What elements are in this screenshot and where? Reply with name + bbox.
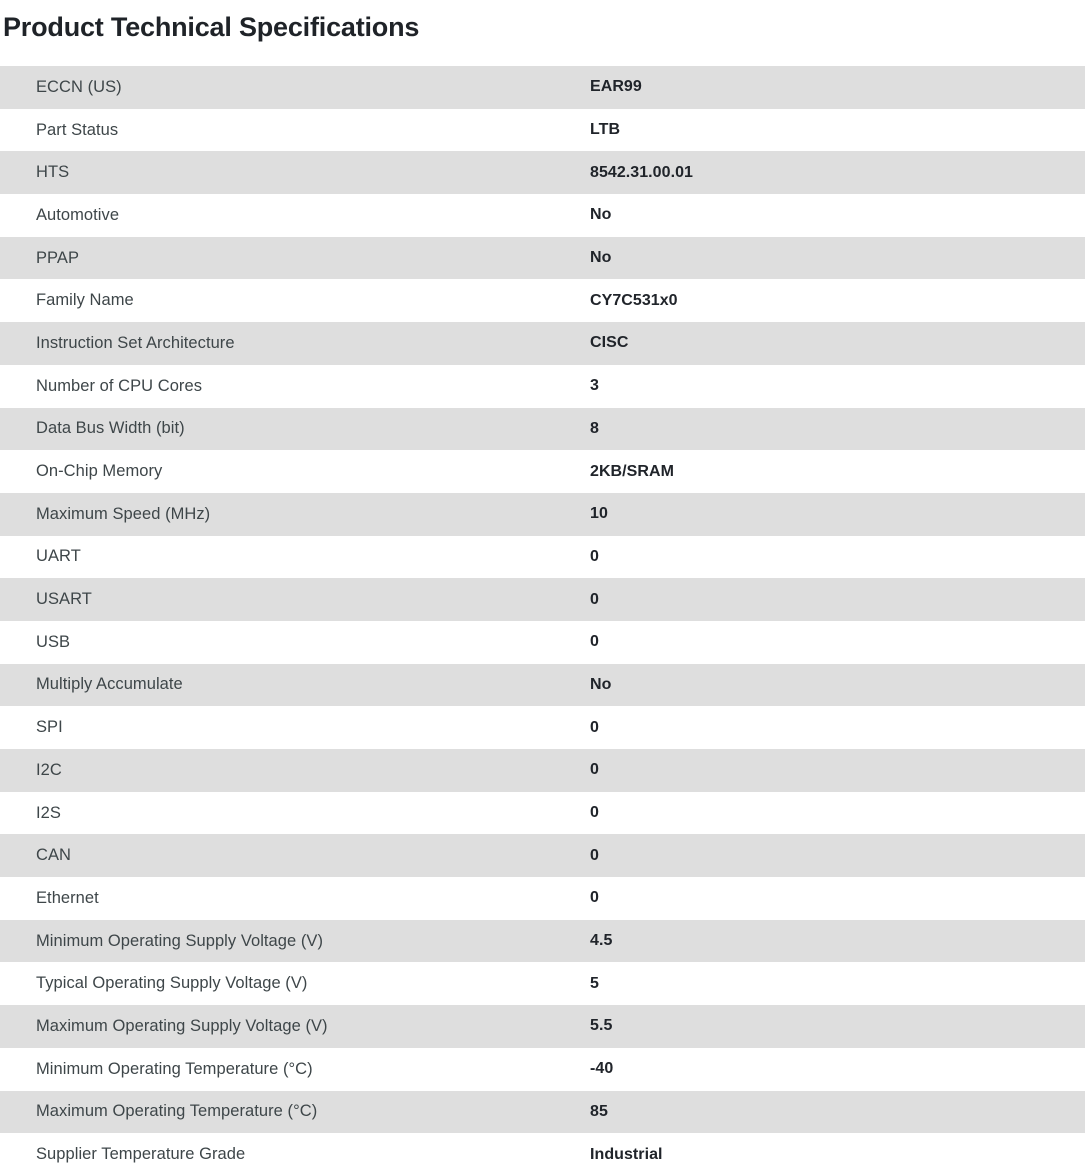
spec-value: 5 — [590, 974, 599, 992]
spec-label: On-Chip Memory — [36, 462, 163, 481]
spec-value: 0 — [590, 804, 599, 822]
spec-label: Automotive — [36, 205, 120, 224]
spec-value: 0 — [590, 633, 599, 651]
spec-label: Number of CPU Cores — [36, 376, 202, 395]
spec-label: Multiply Accumulate — [36, 675, 183, 694]
spec-value: No — [590, 675, 612, 693]
table-row: Minimum Operating Temperature (°C) -40 — [0, 1047, 1085, 1091]
table-row: Maximum Operating Supply Voltage (V) 5.5 — [0, 1005, 1085, 1048]
table-row: HTS 8542.31.00.01 — [0, 151, 1085, 195]
spec-value: 0 — [590, 547, 599, 565]
spec-value: 5.5 — [590, 1017, 613, 1035]
spec-value: 0 — [590, 846, 599, 864]
spec-label: Part Status — [36, 120, 119, 139]
table-row: Instruction Set Architecture CISC — [0, 322, 1085, 365]
spec-value: No — [590, 206, 612, 224]
table-row: USB 0 — [0, 620, 1085, 664]
spec-value: CY7C531x0 — [590, 291, 678, 309]
table-row: Typical Operating Supply Voltage (V) 5 — [0, 962, 1085, 1006]
spec-value: 4.5 — [590, 932, 613, 950]
table-row: I2S 0 — [0, 791, 1085, 835]
spec-label: Ethernet — [36, 888, 99, 907]
spec-value: LTB — [590, 121, 621, 139]
spec-label: Maximum Operating Temperature (°C) — [36, 1102, 318, 1121]
spec-label: CAN — [36, 846, 71, 865]
table-row: Automotive No — [0, 194, 1085, 237]
spec-label: UART — [36, 547, 81, 566]
spec-value: 0 — [590, 590, 599, 608]
spec-label: Instruction Set Architecture — [36, 333, 235, 352]
specifications-table-body: ECCN (US) EAR99 Part Status LTB HTS 8542.31.0… — [0, 66, 1085, 1176]
spec-value: 0 — [590, 889, 599, 907]
table-row: I2C 0 — [0, 749, 1085, 792]
spec-label: Minimum Operating Temperature (°C) — [36, 1059, 313, 1078]
table-row: USART 0 — [0, 578, 1085, 621]
spec-label: I2C — [36, 760, 62, 779]
spec-label: Family Name — [36, 291, 134, 310]
table-row: CAN 0 — [0, 834, 1085, 878]
spec-value: 8542.31.00.01 — [590, 163, 693, 181]
spec-label: PPAP — [36, 248, 79, 267]
page-title: Product Technical Specifications — [3, 12, 420, 42]
spec-value: 10 — [590, 505, 608, 523]
spec-value: CISC — [590, 334, 629, 352]
table-row: Family Name CY7C531x0 — [0, 279, 1085, 323]
table-row: Multiply Accumulate No — [0, 663, 1085, 707]
table-row: Ethernet 0 — [0, 877, 1085, 920]
table-row: SPI 0 — [0, 706, 1085, 749]
spec-value: 0 — [590, 761, 599, 779]
spec-label: SPI — [36, 718, 63, 737]
table-row: ECCN (US) EAR99 — [0, 66, 1085, 109]
spec-label: Maximum Speed (MHz) — [36, 504, 211, 523]
table-row: Minimum Operating Supply Voltage (V) 4.5 — [0, 919, 1085, 963]
spec-label: USART — [36, 590, 92, 609]
spec-value: No — [590, 249, 612, 267]
table-row: Number of CPU Cores 3 — [0, 364, 1085, 408]
table-row: PPAP No — [0, 236, 1085, 280]
spec-label: Maximum Operating Supply Voltage (V) — [36, 1016, 328, 1035]
spec-value: 8 — [590, 419, 599, 437]
spec-label: Data Bus Width (bit) — [36, 419, 185, 438]
table-row: Supplier Temperature Grade Industrial — [0, 1133, 1085, 1176]
spec-value: 3 — [590, 377, 599, 395]
spec-label: I2S — [36, 803, 61, 822]
table-row: Data Bus Width (bit) 8 — [0, 407, 1085, 451]
spec-label: Minimum Operating Supply Voltage (V) — [36, 931, 324, 950]
spec-label: USB — [36, 632, 71, 651]
spec-value: 0 — [590, 718, 599, 736]
spec-value: 85 — [590, 1102, 608, 1120]
spec-label: Supplier Temperature Grade — [36, 1145, 246, 1164]
table-row: Maximum Speed (MHz) 10 — [0, 492, 1085, 536]
table-row: UART 0 — [0, 535, 1085, 579]
table-row: Maximum Operating Temperature (°C) 85 — [0, 1090, 1085, 1134]
spec-value: EAR99 — [590, 78, 642, 96]
spec-label: Typical Operating Supply Voltage (V) — [36, 974, 308, 993]
specifications-table: ECCN (US) EAR99 Part Status LTB HTS 8542.31.0… — [0, 66, 1085, 1176]
spec-label: HTS — [36, 163, 70, 182]
table-row: Part Status LTB — [0, 108, 1085, 152]
spec-label: ECCN (US) — [36, 77, 122, 96]
spec-value: -40 — [590, 1060, 614, 1078]
spec-value: 2KB/SRAM — [590, 462, 674, 480]
spec-value: Industrial — [590, 1145, 663, 1163]
table-row: On-Chip Memory 2KB/SRAM — [0, 450, 1085, 493]
